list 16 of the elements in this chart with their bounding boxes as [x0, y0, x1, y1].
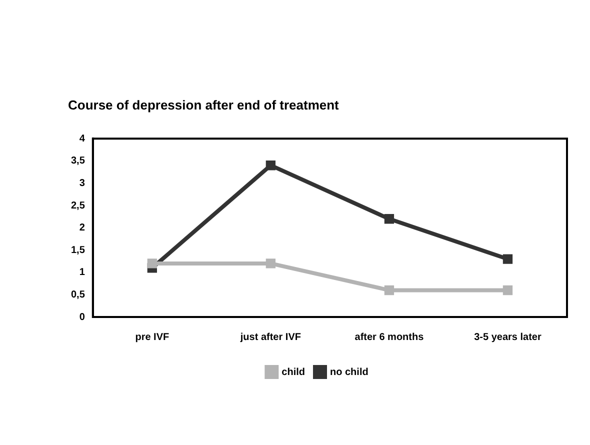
y-tick-label: 1 [79, 267, 86, 278]
chart-title: Course of depression after end of treatment [68, 97, 340, 112]
y-tick-label: 2 [79, 222, 86, 234]
legend-label: child [282, 366, 306, 378]
y-tick-label: 2,5 [70, 200, 86, 212]
legend-label: no child [330, 366, 368, 378]
x-tick-label: 3-5 years later [474, 332, 542, 343]
y-tick-label: 0,5 [70, 289, 86, 300]
y-tick-label: 4 [79, 133, 86, 144]
x-tick-label: just after IVF [239, 332, 301, 343]
x-tick-label: after 6 months [354, 332, 424, 343]
y-tick-label: 3 [79, 178, 86, 189]
x-tick-label: pre IVF [135, 332, 170, 343]
y-tick-label: 0 [79, 312, 86, 323]
y-tick-label: 3,5 [70, 156, 86, 167]
y-tick-label: 1,5 [70, 244, 86, 256]
